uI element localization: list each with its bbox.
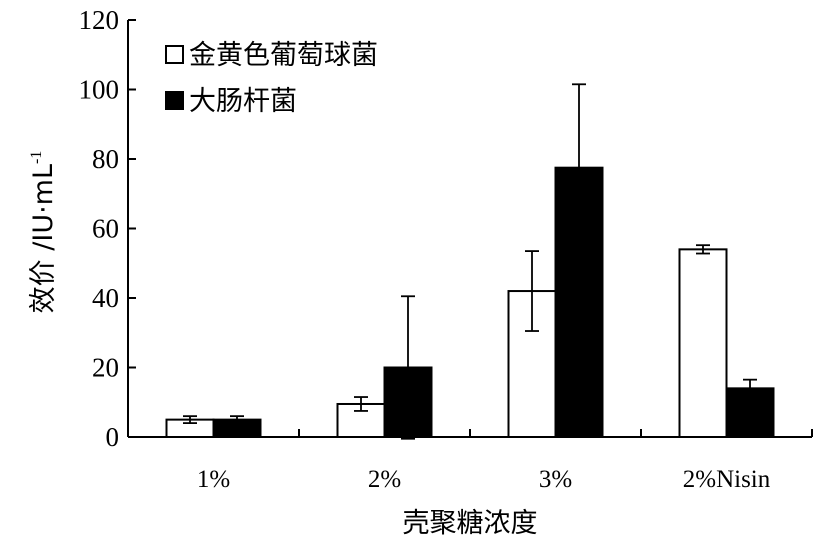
y-tick-label: 80 [92, 144, 119, 174]
y-tick-label: 20 [92, 353, 119, 383]
y-tick-label: 120 [79, 5, 120, 35]
x-tick-label: 1% [197, 466, 230, 493]
y-axis-label-text: 效价 /IU·mL [28, 164, 59, 313]
legend-swatch-s-aureus [165, 45, 184, 64]
legend-label-e-coli: 大肠杆菌 [189, 86, 297, 117]
y-tick-label: 60 [92, 214, 119, 244]
x-tick-label: 3% [539, 466, 572, 493]
y-tick-label: 100 [79, 75, 120, 105]
x-axis-label: 壳聚糖浓度 [403, 508, 538, 539]
y-axis-label: 效价 /IU·mL-1 [28, 151, 59, 314]
legend-swatch-e-coli [165, 91, 184, 110]
bar-s-aureus [678, 248, 728, 438]
error-bars [183, 83, 757, 440]
legend: 金黄色葡萄球菌 大肠杆菌 [165, 40, 378, 117]
x-tick-label: 2% [368, 466, 401, 493]
y-tick-label: 0 [106, 422, 120, 452]
y-axis-label-superscript: -1 [28, 151, 45, 164]
y-tick-label: 40 [92, 283, 119, 313]
x-axis-ticks: 1% 2% 3% 2%Nisin [197, 429, 813, 493]
y-axis-ticks: 0 20 40 60 80 100 120 [79, 5, 136, 452]
x-tick-label: 2%Nisin [683, 466, 771, 493]
legend-label-s-aureus: 金黄色葡萄球菌 [189, 40, 378, 71]
bars [165, 166, 775, 439]
